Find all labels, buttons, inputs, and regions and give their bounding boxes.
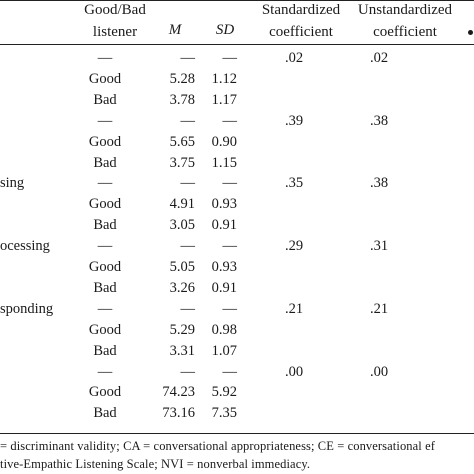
cell-listener: Bad [93, 342, 117, 359]
cell-mean: 5.65 [169, 133, 195, 150]
cell-mean: — [180, 238, 196, 255]
cell-sd: — [222, 112, 238, 129]
cell-standardized: .39 [284, 112, 304, 129]
row-label: sponding [0, 300, 54, 317]
cell-listener: Good [88, 384, 122, 401]
cell-sd: 0.93 [211, 196, 237, 213]
table-note-line2: tive-Empathic Listening Scale; NVI = non… [0, 457, 311, 471]
cell-standardized: .35 [284, 175, 304, 192]
cell-mean: 3.05 [169, 217, 195, 234]
cell-unstandardized: .38 [369, 175, 389, 192]
cell-sd: 0.91 [211, 279, 237, 296]
cell-mean: 3.78 [169, 91, 195, 108]
cell-listener: Good [88, 133, 122, 150]
cell-mean: 3.75 [169, 154, 195, 171]
header-standardized-line2: coefficient [269, 24, 333, 40]
cell-unstandardized: .00 [369, 363, 389, 380]
cell-mean: 74.23 [162, 384, 195, 401]
cell-listener: Good [88, 70, 122, 87]
header-good-bad-line1: Good/Bad [84, 2, 146, 18]
cell-sd: — [222, 363, 238, 380]
cell-standardized: .00 [284, 363, 304, 380]
cell-sd: 0.91 [211, 217, 237, 234]
cell-listener: Good [88, 259, 122, 275]
cell-listener: — [97, 363, 113, 380]
cell-listener: Bad [93, 279, 117, 296]
header-standardized-line1: Standardized [261, 2, 341, 18]
cell-sd: 0.93 [211, 259, 237, 275]
cell-standardized: .29 [284, 238, 304, 255]
cell-sd: — [222, 50, 238, 66]
cell-mean: — [180, 175, 196, 192]
cell-sd: 1.15 [211, 154, 237, 171]
cell-mean: 5.29 [169, 321, 195, 338]
cell-listener: — [97, 300, 113, 317]
cell-listener: Good [88, 321, 122, 338]
row-label: ocessing [0, 238, 50, 255]
table-note-line1: = discriminant validity; CA = conversati… [0, 440, 435, 453]
header-unstandardized-line1: Unstandardized [357, 2, 453, 18]
cell-listener: — [97, 238, 113, 255]
cell-listener: Bad [93, 154, 117, 171]
cell-unstandardized: .02 [369, 50, 389, 66]
header-mean: M [168, 22, 182, 38]
row-label: sing [0, 175, 25, 192]
cell-unstandardized: .21 [369, 300, 389, 317]
cell-unstandardized: .38 [369, 112, 389, 129]
cut-off-header-mark [468, 30, 473, 35]
cell-mean: 5.05 [169, 259, 195, 275]
cell-listener: — [97, 112, 113, 129]
cell-mean: — [180, 50, 196, 66]
cell-sd: 1.17 [211, 91, 237, 108]
cell-mean: — [180, 112, 196, 129]
table-bottom-rule [0, 433, 474, 434]
cell-listener: — [97, 50, 113, 66]
cell-sd: 1.07 [211, 342, 237, 359]
cell-mean: — [180, 300, 196, 317]
cell-standardized: .02 [284, 50, 304, 66]
cell-listener: Good [88, 196, 122, 213]
header-standardized: Standardized coefficient [246, 3, 356, 40]
cell-sd: 7.35 [211, 405, 237, 422]
cell-mean: — [180, 363, 196, 380]
header-unstandardized: Unstandardized coefficient [345, 3, 465, 40]
cell-mean: 3.26 [169, 279, 195, 296]
cell-sd: 0.90 [211, 133, 237, 150]
header-sd: SD [215, 22, 235, 38]
cell-listener: Bad [93, 217, 117, 234]
cell-sd: — [222, 300, 238, 317]
table-top-rule [0, 0, 474, 1]
cell-mean: 5.28 [169, 70, 195, 87]
header-rule [0, 44, 474, 45]
cell-standardized: .21 [284, 300, 304, 317]
cell-mean: 4.91 [169, 196, 195, 213]
cell-sd: — [222, 238, 238, 255]
cell-mean: 3.31 [169, 342, 195, 359]
header-good-bad: Good/Bad listener [65, 3, 165, 40]
cell-mean: 73.16 [162, 405, 195, 422]
cell-sd: 5.92 [211, 384, 237, 401]
cell-unstandardized: .31 [369, 238, 389, 255]
cell-listener: — [97, 175, 113, 192]
cell-listener: Bad [93, 91, 117, 108]
cell-sd: 1.12 [211, 70, 237, 87]
cell-listener: Bad [93, 405, 117, 422]
header-good-bad-line2: listener [92, 24, 138, 40]
cell-sd: 0.98 [211, 321, 237, 338]
header-unstandardized-line2: coefficient [373, 24, 437, 40]
cell-sd: — [222, 175, 238, 192]
